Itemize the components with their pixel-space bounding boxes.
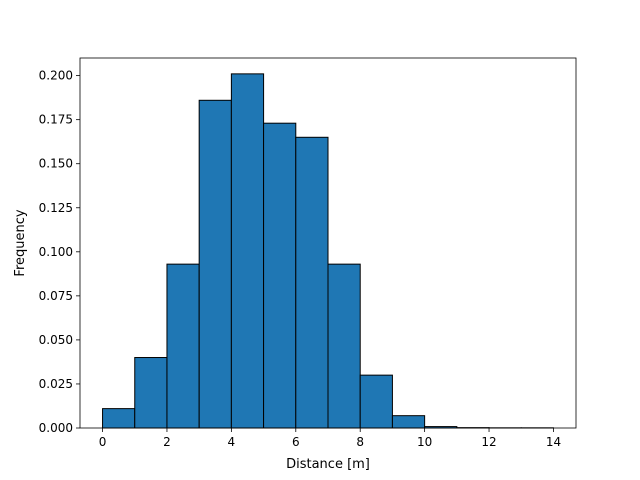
plot-area-frame [79, 57, 577, 429]
x-axis-ticks: 0 2 4 6 8 10 12 14 [99, 428, 561, 449]
x-tick-label-3: 6 [292, 435, 300, 449]
histogram-bar-5 [263, 122, 297, 429]
x-tick-label-5: 10 [417, 435, 432, 449]
histogram-bar-9 [391, 415, 426, 429]
x-tick-label-1: 2 [163, 435, 171, 449]
y-axis-label: Frequency [13, 209, 28, 276]
x-tick-label-7: 14 [546, 435, 561, 449]
y-tick-label-5: 0.125 [39, 201, 73, 215]
y-axis-ticks: 0.000 0.025 0.050 0.075 0.100 0.125 0.150 0.175… [39, 69, 80, 435]
histogram-bars [102, 73, 554, 429]
y-tick-label-4: 0.100 [39, 245, 73, 259]
y-tick-label-3: 0.075 [39, 289, 73, 303]
x-tick-label-6: 12 [481, 435, 496, 449]
y-tick-label-1: 0.025 [39, 377, 73, 391]
y-tick-label-6: 0.150 [39, 157, 73, 171]
histogram-bar-6 [295, 136, 329, 429]
x-axis-label: Distance [m] [286, 457, 370, 472]
histogram-bar-7 [327, 263, 361, 429]
x-tick-label-2: 4 [228, 435, 236, 449]
y-tick-label-7: 0.175 [39, 113, 73, 127]
y-tick-label-0: 0.000 [39, 421, 73, 435]
x-tick-label-0: 0 [99, 435, 107, 449]
histogram-bar-0 [102, 408, 136, 429]
histogram-bar-3 [198, 99, 232, 429]
x-tick-label-4: 8 [356, 435, 364, 449]
histogram-bar-8 [359, 374, 393, 429]
histogram-bar-1 [134, 357, 168, 429]
histogram-bar-2 [166, 263, 200, 429]
y-tick-label-2: 0.050 [39, 333, 73, 347]
y-tick-label-8: 0.200 [39, 69, 73, 83]
histogram-bar-4 [230, 73, 265, 429]
